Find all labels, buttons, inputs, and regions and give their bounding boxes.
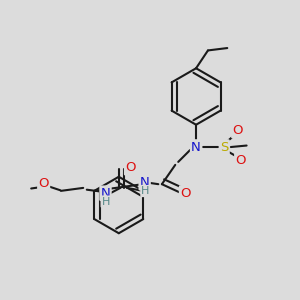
Text: H: H — [102, 196, 110, 207]
Text: S: S — [220, 140, 229, 154]
Text: O: O — [125, 161, 136, 174]
Text: N: N — [191, 140, 201, 154]
Text: O: O — [232, 124, 243, 137]
Text: O: O — [236, 154, 246, 167]
Text: N: N — [100, 187, 110, 200]
Text: O: O — [38, 177, 49, 190]
Text: H: H — [141, 186, 150, 196]
Text: N: N — [140, 176, 149, 189]
Text: O: O — [180, 187, 190, 200]
